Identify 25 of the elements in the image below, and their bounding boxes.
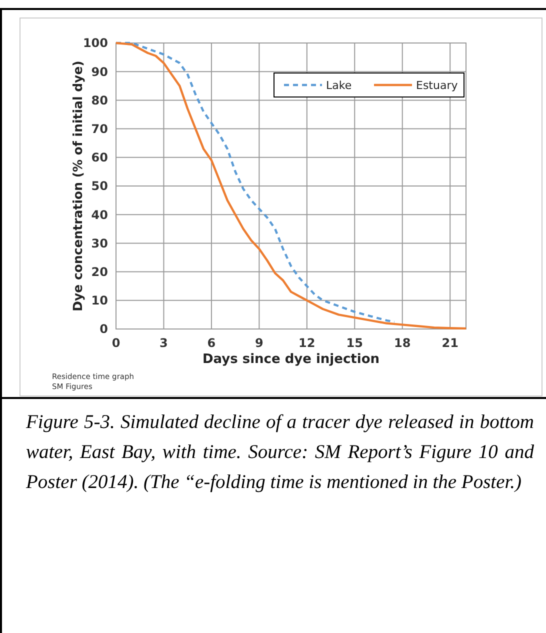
y-tick-label: 20 bbox=[91, 265, 108, 279]
legend-label: Lake bbox=[326, 78, 352, 92]
y-tick-label: 90 bbox=[91, 64, 108, 79]
x-tick-label: 12 bbox=[298, 336, 316, 350]
line-series bbox=[114, 42, 468, 330]
x-axis-title: Days since dye injection bbox=[202, 352, 380, 367]
caption: Figure 5-3. Simulated decline of a tracer dye released in bottom water, East Bay, with time. Source: SM Report’s Figure 10 and Poster (2014). (The “e-folding time is mentioned in the Poster.) bbox=[26, 411, 534, 495]
x-tick-label: 18 bbox=[394, 336, 411, 350]
legend-label: Estuary bbox=[416, 78, 458, 92]
y-tick-label: 80 bbox=[91, 93, 108, 108]
y-tick-label: 100 bbox=[82, 36, 108, 50]
y-tick-label: 50 bbox=[91, 179, 108, 194]
y-tick-label: 10 bbox=[91, 294, 108, 308]
y-axis-title: Dye concentration (% of initial dye) bbox=[70, 60, 85, 312]
y-tick-label: 0 bbox=[100, 322, 108, 336]
y-tick-label: 40 bbox=[91, 208, 108, 222]
x-tick-label: 9 bbox=[255, 336, 264, 350]
y-tick-label: 70 bbox=[91, 122, 108, 136]
x-tick-label: 21 bbox=[442, 336, 458, 350]
x-tick-label: 3 bbox=[160, 336, 168, 350]
x-tick-label: 15 bbox=[346, 336, 363, 350]
x-tick-label: 6 bbox=[207, 336, 216, 350]
y-tick-label: 60 bbox=[91, 150, 108, 165]
x-tick-label: 0 bbox=[112, 336, 120, 350]
y-tick-label: 30 bbox=[91, 236, 108, 250]
